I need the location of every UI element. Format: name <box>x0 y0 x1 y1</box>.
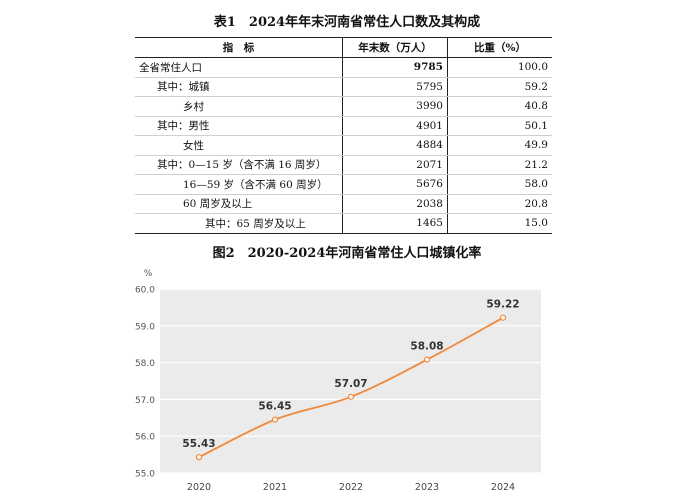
table-row: 其中：男性 4901 50.1 <box>135 116 552 136</box>
row-label: 其中：0—15 岁（含不满 16 周岁） <box>135 155 343 175</box>
table-row: 16—59 岁（含不满 60 周岁） 5676 58.0 <box>135 174 552 195</box>
row-share: 40.8 <box>447 96 552 117</box>
population-table: 指 标 年末数（万人） 比重（%） 全省常住人口 9785 100.0 其中：城镇 57… <box>135 37 552 234</box>
table-row: 60 周岁及以上 2038 20.8 <box>135 194 552 214</box>
row-value: 2038 <box>342 194 448 214</box>
table-header-row: 指 标 年末数（万人） 比重（%） <box>135 37 552 58</box>
x-tick-label: 2022 <box>339 482 363 493</box>
chart-title: 图2 2020-2024年河南省常住人口城镇化率 <box>212 246 482 261</box>
row-share: 59.2 <box>447 77 552 97</box>
row-share: 100.0 <box>447 57 552 78</box>
x-tick-label: 2021 <box>263 482 287 493</box>
data-point <box>499 314 507 321</box>
table-row: 乡村 3990 40.8 <box>135 96 552 117</box>
row-label: 乡村 <box>135 96 343 117</box>
table-row: 女性 4884 49.9 <box>135 135 552 156</box>
row-value: 3990 <box>342 96 448 117</box>
x-tick-label: 2023 <box>415 482 439 493</box>
y-axis-unit: % <box>144 269 153 279</box>
data-label: 55.43 <box>182 438 215 450</box>
y-tick-label: 57.0 <box>135 396 155 406</box>
row-label: 16—59 岁（含不满 60 周岁） <box>135 174 343 195</box>
x-tick-label: 2020 <box>187 482 211 493</box>
y-tick-label: 58.0 <box>135 359 155 369</box>
table-row: 其中：65 周岁及以上 1465 15.0 <box>135 213 552 234</box>
table-title: 表1 2024年年末河南省常住人口数及其构成 <box>213 15 481 30</box>
row-share: 50.1 <box>447 116 552 136</box>
row-label: 其中：男性 <box>135 116 343 136</box>
plot-area <box>160 289 541 473</box>
row-label: 其中：城镇 <box>135 77 343 97</box>
row-share: 58.0 <box>447 174 552 195</box>
header-year-end-count: 年末数（万人） <box>342 37 448 58</box>
data-label: 56.45 <box>258 401 291 413</box>
data-point <box>271 416 279 423</box>
table-row: 其中：0—15 岁（含不满 16 周岁） 2071 21.2 <box>135 155 552 175</box>
row-label: 全省常住人口 <box>135 57 343 78</box>
row-share: 15.0 <box>447 213 552 234</box>
row-value: 1465 <box>342 213 448 234</box>
data-label: 58.08 <box>410 341 443 353</box>
row-label: 60 周岁及以上 <box>135 194 343 214</box>
y-tick-label: 60.0 <box>135 286 155 296</box>
row-value: 5676 <box>342 174 448 195</box>
row-share: 21.2 <box>447 155 552 175</box>
row-label: 其中：65 周岁及以上 <box>135 213 343 234</box>
data-point <box>423 356 431 363</box>
header-indicator: 指 标 <box>135 37 343 58</box>
row-value: 4884 <box>342 135 448 156</box>
table-row: 其中：城镇 5795 59.2 <box>135 77 552 97</box>
urbanization-line-chart: 55.0 56.0 57.0 58.0 59.0 60.0% 2020 2021 2022 202… <box>135 269 541 493</box>
table-body: 全省常住人口 9785 100.0 其中：城镇 5795 59.2 乡村 3990 40.8 其中… <box>135 57 552 234</box>
row-value: 5795 <box>342 77 448 97</box>
row-value: 9785 <box>342 57 448 78</box>
row-share: 49.9 <box>447 135 552 156</box>
data-point <box>347 393 355 400</box>
row-share: 20.8 <box>447 194 552 214</box>
y-tick-label: 59.0 <box>135 322 155 332</box>
data-point <box>195 454 203 461</box>
row-value: 4901 <box>342 116 448 136</box>
row-label: 女性 <box>135 135 343 156</box>
table-row: 全省常住人口 9785 100.0 <box>135 57 552 78</box>
data-label: 57.07 <box>334 378 367 390</box>
y-tick-label: 56.0 <box>135 433 155 443</box>
y-tick-label: 55.0 <box>135 470 155 480</box>
header-share: 比重（%） <box>447 37 552 58</box>
row-value: 2071 <box>342 155 448 175</box>
data-label: 59.22 <box>486 299 519 311</box>
x-tick-label: 2024 <box>491 482 515 493</box>
